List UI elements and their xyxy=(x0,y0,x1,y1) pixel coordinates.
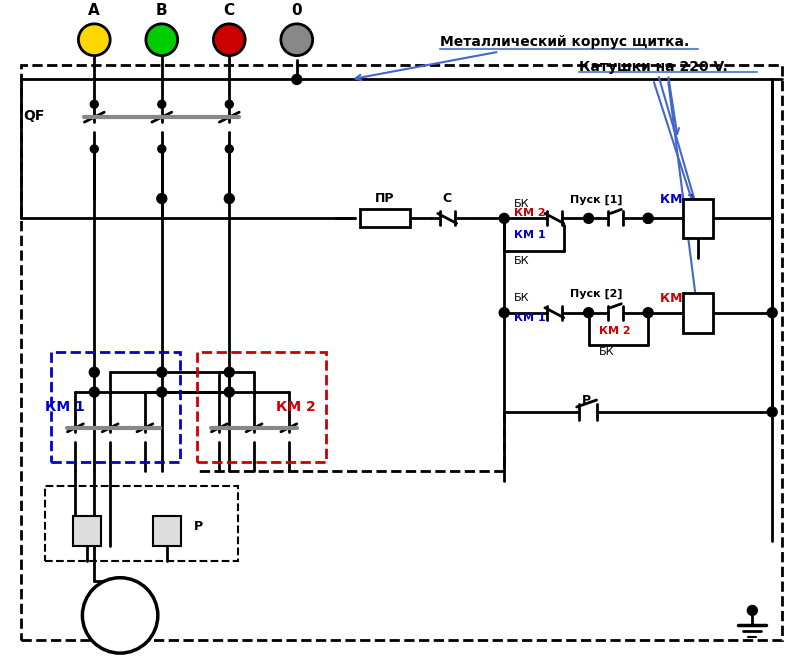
Circle shape xyxy=(292,74,302,84)
Circle shape xyxy=(747,606,758,616)
Circle shape xyxy=(584,308,594,318)
Bar xyxy=(21,64,782,641)
Text: КМ 2: КМ 2 xyxy=(514,208,546,218)
Text: КМ 2: КМ 2 xyxy=(276,400,316,414)
Circle shape xyxy=(584,214,594,223)
Bar xyxy=(45,486,238,561)
Circle shape xyxy=(82,578,158,653)
Text: КМ 2: КМ 2 xyxy=(598,326,630,336)
Text: 0: 0 xyxy=(291,3,302,18)
Bar xyxy=(153,516,181,546)
Text: КМ 1: КМ 1 xyxy=(514,230,546,241)
Circle shape xyxy=(90,100,98,109)
Circle shape xyxy=(767,407,777,417)
Circle shape xyxy=(226,100,234,109)
Text: P: P xyxy=(194,519,202,533)
Circle shape xyxy=(157,387,166,397)
Text: КМ 2: КМ 2 xyxy=(660,292,696,306)
Circle shape xyxy=(281,24,313,56)
Text: Пуск [1]: Пуск [1] xyxy=(570,194,622,204)
Text: БК: БК xyxy=(598,347,614,357)
Circle shape xyxy=(224,367,234,377)
Bar xyxy=(74,516,102,546)
Circle shape xyxy=(157,194,166,204)
Circle shape xyxy=(78,24,110,56)
Circle shape xyxy=(224,387,234,397)
Circle shape xyxy=(643,308,653,318)
Text: БК: БК xyxy=(514,198,530,208)
Circle shape xyxy=(90,387,99,397)
Text: БК: БК xyxy=(514,293,530,303)
Bar xyxy=(683,198,713,239)
Circle shape xyxy=(643,214,653,223)
Text: C: C xyxy=(442,192,451,205)
Text: Металлический корпус щитка.: Металлический корпус щитка. xyxy=(440,35,689,49)
Circle shape xyxy=(158,100,166,109)
Bar xyxy=(197,352,326,462)
Text: P: P xyxy=(582,393,591,407)
Text: C: C xyxy=(224,3,235,18)
Circle shape xyxy=(499,308,509,318)
Circle shape xyxy=(499,214,509,223)
Text: A: A xyxy=(89,3,100,18)
Bar xyxy=(360,210,410,227)
Circle shape xyxy=(90,367,99,377)
Text: QF: QF xyxy=(23,109,44,123)
Circle shape xyxy=(224,194,234,204)
Circle shape xyxy=(158,145,166,153)
Circle shape xyxy=(226,145,234,153)
Bar xyxy=(683,293,713,332)
Text: БК: БК xyxy=(514,256,530,266)
Text: Пуск [2]: Пуск [2] xyxy=(570,289,622,299)
Text: B: B xyxy=(156,3,167,18)
Text: КМ 1: КМ 1 xyxy=(45,400,85,414)
Bar xyxy=(50,352,180,462)
Circle shape xyxy=(767,308,777,318)
Text: КМ 1: КМ 1 xyxy=(660,193,696,206)
Circle shape xyxy=(214,24,245,56)
Text: Катушки на 220 V.: Катушки на 220 V. xyxy=(578,60,727,74)
Circle shape xyxy=(90,145,98,153)
Text: ПР: ПР xyxy=(375,192,395,205)
Text: КМ 1: КМ 1 xyxy=(514,313,546,323)
Circle shape xyxy=(146,24,178,56)
Circle shape xyxy=(157,367,166,377)
Text: M: M xyxy=(109,606,131,625)
Circle shape xyxy=(643,214,653,223)
